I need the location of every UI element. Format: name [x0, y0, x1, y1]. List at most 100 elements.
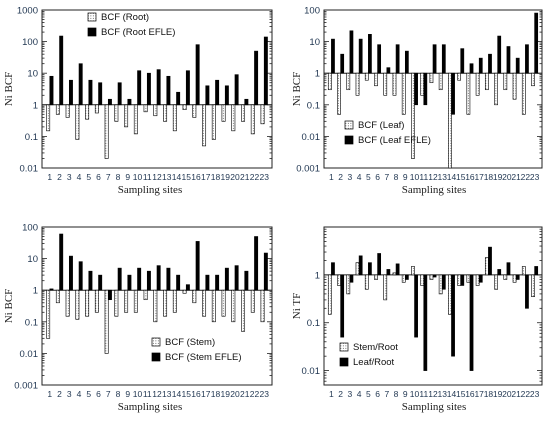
bar-solid-site-18 — [215, 79, 220, 106]
bar-dotted-site-1 — [327, 72, 332, 91]
x-tick-label: 1 — [329, 172, 334, 182]
bar-dotted-site-19 — [494, 274, 498, 290]
bar-solid-site-4 — [358, 255, 363, 276]
bar-solid-site-12 — [432, 44, 437, 74]
y-tick-label: 10 — [27, 254, 38, 265]
bar-solid-site-21 — [244, 98, 249, 106]
bar-dotted-site-23 — [531, 72, 535, 87]
bar-solid-site-14 — [176, 91, 181, 106]
bar-dotted-site-4 — [355, 262, 360, 276]
bar-dotted-site-18 — [484, 72, 489, 91]
x-tick-label: 14 — [172, 389, 182, 399]
bar-solid-site-13 — [441, 44, 446, 74]
bar-dotted-site-11 — [143, 104, 148, 113]
legend-label: Leaf/Root — [353, 357, 395, 368]
x-tick-label: 20 — [502, 172, 512, 182]
bar-solid-site-14 — [176, 274, 181, 291]
bar-solid-site-14 — [451, 274, 455, 357]
bar-solid-site-22 — [525, 44, 529, 74]
x-tick-label: 13 — [438, 389, 448, 399]
bar-dotted-site-8 — [392, 72, 397, 96]
bar-solid-site-5 — [88, 270, 93, 291]
x-tick-label: 9 — [125, 389, 130, 399]
x-tick-label: 12 — [428, 172, 438, 182]
bar-solid-site-18 — [215, 274, 220, 291]
bar-dotted-site-20 — [231, 289, 236, 323]
legend-swatch-dotted — [151, 337, 161, 347]
bar-dotted-site-21 — [512, 274, 517, 283]
bar-solid-site-17 — [478, 274, 483, 283]
bar-solid-site-3 — [349, 30, 354, 74]
y-tick-label: 0.1 — [25, 317, 38, 328]
bar-solid-site-8 — [395, 44, 400, 74]
bar-solid-site-6 — [98, 274, 103, 291]
y-axis-title: Ni BCF — [3, 289, 15, 324]
x-tick-label: 16 — [465, 172, 475, 182]
bar-dotted-site-22 — [250, 289, 255, 313]
y-tick-label: 10 — [27, 69, 38, 80]
bar-solid-site-2 — [59, 233, 64, 291]
bar-dotted-site-3 — [65, 104, 70, 118]
y-axis-title: Ni BCF — [291, 72, 303, 107]
bar-solid-site-17 — [205, 85, 210, 106]
bar-solid-site-15 — [460, 48, 465, 74]
bar-solid-site-1 — [49, 75, 54, 106]
bar-solid-site-19 — [224, 85, 229, 106]
bar-solid-site-15 — [185, 70, 190, 106]
bar-solid-site-4 — [358, 38, 363, 74]
x-tick-label: 7 — [106, 389, 111, 399]
bar-solid-site-8 — [395, 263, 400, 276]
legend-label: BCF (Root EFLE) — [101, 27, 175, 38]
bar-solid-site-9 — [404, 50, 409, 74]
legend-swatch-dotted — [87, 12, 97, 22]
bar-solid-site-22 — [525, 274, 529, 309]
bar-dotted-site-16 — [466, 274, 471, 283]
y-tick-label: 0.01 — [302, 366, 321, 377]
bar-solid-site-4 — [78, 261, 83, 291]
bar-dotted-site-12 — [153, 289, 158, 323]
plot-frame — [323, 226, 543, 386]
x-tick-label: 15 — [456, 172, 466, 182]
x-axis-title: Sampling sites — [402, 401, 466, 413]
legend-swatch-dotted — [339, 342, 349, 352]
x-tick-label: 16 — [465, 389, 475, 399]
bar-solid-site-11 — [146, 270, 151, 291]
bar-solid-site-7 — [386, 67, 391, 74]
bar-dotted-site-4 — [355, 72, 360, 96]
x-tick-label: 8 — [116, 389, 121, 399]
y-axis-title: Ni TF — [291, 293, 303, 319]
bar-dotted-site-20 — [503, 72, 508, 91]
bar-dotted-site-13 — [438, 72, 443, 91]
bar-dotted-site-9 — [401, 274, 406, 283]
x-tick-label: 3 — [347, 389, 352, 399]
x-tick-label: 21 — [511, 172, 521, 182]
bar-dotted-site-11 — [143, 289, 148, 301]
x-tick-label: 7 — [384, 389, 389, 399]
x-tick-label: 21 — [240, 172, 250, 182]
x-tick-label: 13 — [162, 172, 172, 182]
x-tick-label: 18 — [484, 389, 494, 399]
bar-solid-site-19 — [497, 269, 502, 276]
legend-swatch-solid — [344, 135, 354, 145]
x-tick-label: 23 — [530, 389, 540, 399]
y-tick-label: 0.01 — [20, 349, 39, 360]
bar-dotted-site-8 — [392, 272, 397, 276]
x-tick-label: 17 — [474, 172, 484, 182]
bar-solid-site-7 — [107, 98, 112, 106]
bar-dotted-site-8 — [114, 104, 119, 122]
x-tick-label: 11 — [143, 389, 152, 399]
bar-solid-site-7 — [386, 269, 391, 276]
bar-solid-site-20 — [506, 262, 511, 276]
bar-solid-site-10 — [137, 70, 142, 106]
x-tick-label: 22 — [250, 172, 260, 182]
bar-solid-site-7 — [107, 289, 112, 301]
bar-solid-site-19 — [497, 35, 502, 74]
y-tick-label: 0.1 — [307, 318, 320, 329]
bar-solid-site-19 — [224, 267, 229, 291]
x-tick-label: 6 — [375, 172, 380, 182]
bar-dotted-site-6 — [94, 104, 99, 114]
x-tick-label: 7 — [106, 172, 111, 182]
x-tick-label: 4 — [77, 389, 82, 399]
bar-solid-site-10 — [414, 274, 418, 338]
bar-solid-site-23 — [534, 12, 539, 74]
